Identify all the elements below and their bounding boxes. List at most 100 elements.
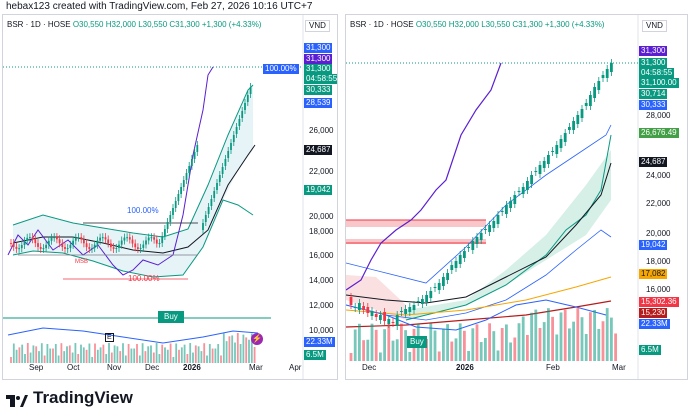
right-price-tag-8: 19,042 xyxy=(639,240,668,250)
right-close: C31,300 xyxy=(512,20,543,29)
right-candles-body-34 xyxy=(492,221,496,228)
right-price-tag-7: 24,687 xyxy=(639,157,668,167)
left-volume-bars-bar-81 xyxy=(236,333,239,363)
right-candles-body-10 xyxy=(391,322,395,323)
lightning-icon[interactable]: ⚡ xyxy=(251,333,263,345)
left-fib-label-b: 100.00% xyxy=(128,274,160,283)
right-candles-body-35 xyxy=(496,215,500,224)
left-volume-bars-bar-33 xyxy=(102,344,105,363)
left-volume-bars-bar-9 xyxy=(35,346,38,363)
right-candles-body-42 xyxy=(526,181,529,190)
left-volume-bars-bar-39 xyxy=(119,351,122,363)
left-volume-bars-bar-37 xyxy=(113,345,116,363)
left-currency-button[interactable]: VND xyxy=(305,20,330,32)
right-volume-bars-bar-63 xyxy=(614,333,617,361)
left-volume-bars-bar-59 xyxy=(175,343,178,363)
right-high: H32,000 xyxy=(448,20,479,29)
left-open: O30,550 xyxy=(72,20,104,29)
left-candles-body-46 xyxy=(134,243,137,248)
right-currency-button[interactable]: VND xyxy=(642,20,667,32)
left-candles-body-17 xyxy=(56,237,58,240)
left-chart-panel[interactable]: BSR · 1D · HOSE O30,550 H32,000 L30,550 … xyxy=(2,14,338,380)
left-candles-body-29 xyxy=(88,247,91,249)
right-price-tag-3: 31,100.00 xyxy=(639,78,679,88)
right-chart-panel[interactable]: BSR · 1D · HOSE O30,550 H32,000 L30,550 … xyxy=(345,14,688,380)
left-volume-bars-bar-53 xyxy=(158,354,161,363)
left-volume-bars-bar-11 xyxy=(40,343,43,363)
left-candles-body-19 xyxy=(61,243,64,248)
left-candles-body-57 xyxy=(164,229,166,236)
left-candles-body-44 xyxy=(128,237,131,240)
left-volume-bars-bar-13 xyxy=(46,343,49,363)
right-candles-body-36 xyxy=(500,211,504,212)
right-candles-body-8 xyxy=(383,312,386,321)
left-candles-body-69 xyxy=(196,145,199,152)
left-candles-body-35 xyxy=(104,237,107,240)
left-volume-bars-bar-18 xyxy=(60,343,63,363)
left-candles-body-72 xyxy=(207,207,210,214)
left-candles-body-3 xyxy=(18,248,20,250)
left-volume-bars-bar-42 xyxy=(127,343,130,363)
left-volume-bars-bar-7 xyxy=(29,352,32,363)
right-candles-body-31 xyxy=(479,233,483,240)
left-volume-bars-bar-6 xyxy=(26,343,29,363)
left-price-tag-3: 31,300 xyxy=(304,64,333,74)
right-volume-bars-bar-39 xyxy=(513,337,517,361)
right-candles-body-59 xyxy=(597,81,601,90)
left-volume-bars-bar-12 xyxy=(43,355,46,363)
left-countdown-tag: 04:58:55 xyxy=(304,74,338,84)
right-volume-bars-bar-17 xyxy=(421,341,424,361)
right-volume-bars-bar-8 xyxy=(383,329,386,361)
right-xtick-0: Dec xyxy=(362,363,377,372)
left-volume-bars-bar-10 xyxy=(38,351,40,363)
left-candles-body-18 xyxy=(58,239,61,244)
left-candles-body-21 xyxy=(66,248,69,250)
left-volume-bars-bar-87 xyxy=(253,346,256,363)
left-volume-bars-bar-8 xyxy=(32,345,35,363)
left-price-tag-1: 31,300 xyxy=(304,43,333,53)
left-volume-bars-bar-40 xyxy=(122,343,124,363)
left-symbol: BSR · 1D · HOSE xyxy=(7,20,71,29)
right-candles-body-37 xyxy=(505,205,508,214)
left-candles-body-49 xyxy=(142,244,145,248)
left-low: L30,550 xyxy=(138,20,168,29)
right-candles xyxy=(349,59,613,330)
right-price-tag-4: 30,714 xyxy=(639,89,668,99)
left-volume-bars-bar-25 xyxy=(80,344,82,363)
right-volume-bars-bar-3 xyxy=(362,340,365,361)
left-close: C31,300 xyxy=(169,20,200,29)
right-volume-bars-bar-5 xyxy=(370,323,374,361)
right-price-tag-2: 31,300 xyxy=(639,58,668,68)
left-chart-canvas[interactable] xyxy=(3,15,338,380)
right-candles-body-44 xyxy=(534,171,538,172)
right-volume-bars-bar-31 xyxy=(479,342,483,361)
right-volume-bars-bar-36 xyxy=(500,328,504,361)
right-volume-bars-bar-13 xyxy=(404,330,407,361)
tradingview-footer[interactable]: TradingView xyxy=(6,384,133,412)
right-chart-canvas[interactable] xyxy=(346,15,688,380)
left-price-tag-4: 30,333 xyxy=(304,85,333,95)
right-candles-body-49 xyxy=(555,145,559,154)
left-candles-body-39 xyxy=(115,247,118,249)
left-event-marker[interactable]: E xyxy=(105,333,114,342)
left-candles-body-40 xyxy=(118,244,120,248)
right-candles-body-54 xyxy=(576,115,580,124)
right-volume-bars-bar-1 xyxy=(353,329,357,361)
left-buy-label[interactable]: Buy xyxy=(158,311,184,323)
right-candles-body-1 xyxy=(353,307,357,308)
right-candles-body-45 xyxy=(538,165,542,174)
left-ytick-4: 16,000 xyxy=(309,251,334,260)
left-volume-bars-bar-14 xyxy=(49,348,52,363)
left-volume-bars-bar-2 xyxy=(15,349,18,363)
left-candles-body-11 xyxy=(39,246,42,249)
right-candles-body-15 xyxy=(412,305,416,310)
right-price-tag-6: 26,676.49 xyxy=(639,128,679,138)
right-volume-bars-bar-4 xyxy=(366,339,370,361)
right-candles-body-53 xyxy=(572,121,575,130)
right-candles-body-4 xyxy=(366,307,370,313)
right-candles-body-21 xyxy=(437,283,441,290)
right-ytick-0: 28,000 xyxy=(646,111,671,120)
right-buy-label[interactable]: Buy xyxy=(407,336,427,348)
left-volume-bars-bar-36 xyxy=(110,352,113,363)
right-low: L30,550 xyxy=(481,20,511,29)
